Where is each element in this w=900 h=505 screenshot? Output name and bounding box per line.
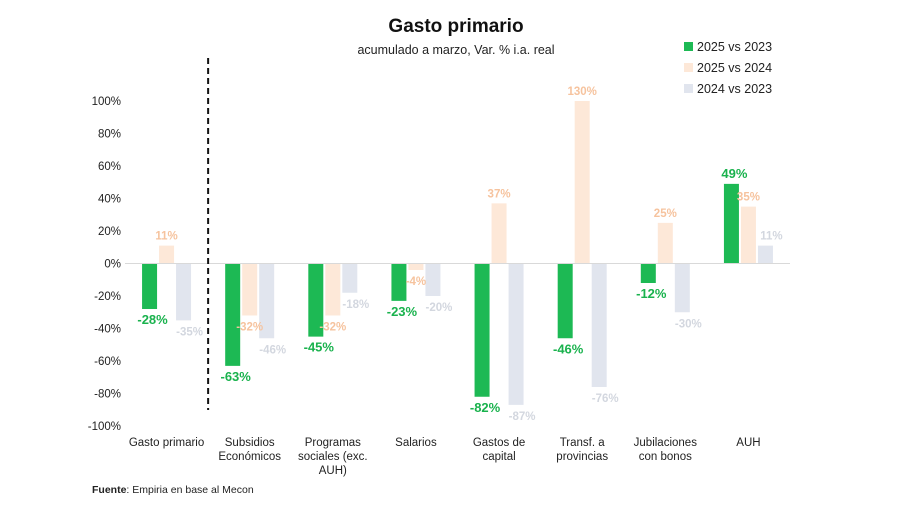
- bar: [159, 245, 175, 264]
- bar: [176, 263, 192, 321]
- data-label: -23%: [387, 304, 418, 319]
- bar: [574, 101, 590, 264]
- data-label: 35%: [737, 192, 760, 204]
- chart-title: Gasto primario: [388, 16, 523, 37]
- data-label: -63%: [221, 369, 252, 384]
- category-label: AUH: [736, 437, 760, 449]
- category-label: con bonos: [639, 451, 692, 463]
- bar: [342, 263, 358, 293]
- data-label: -4%: [406, 276, 426, 288]
- source-label: Fuente: [92, 484, 127, 496]
- chart-subtitle: acumulado a marzo, Var. % i.a. real: [357, 43, 554, 57]
- category-label: Transf. a: [560, 437, 606, 449]
- y-tick-label: 100%: [92, 96, 121, 108]
- legend: 2025 vs 2023 2025 vs 2024 2024 vs 2023: [684, 40, 772, 96]
- data-label: 130%: [567, 86, 596, 98]
- bar: [740, 206, 756, 264]
- data-label: 49%: [721, 166, 747, 181]
- y-tick-label: -40%: [94, 324, 121, 336]
- source-note: Fuente: Empiria en base al Mecon: [92, 484, 254, 496]
- data-label: -32%: [319, 322, 346, 334]
- bar: [674, 263, 690, 313]
- bar: [591, 263, 607, 387]
- bar: [142, 263, 158, 309]
- category-label: Gasto primario: [129, 437, 204, 449]
- category-label: AUH): [319, 465, 347, 477]
- category-label: Gastos de: [473, 437, 525, 449]
- data-label: -87%: [509, 411, 536, 423]
- bar: [491, 203, 507, 264]
- data-label: 11%: [760, 231, 782, 243]
- y-tick-label: -100%: [88, 421, 121, 433]
- y-tick-label: 0%: [104, 259, 121, 271]
- bar: [657, 222, 673, 264]
- data-label: -35%: [176, 326, 203, 338]
- data-label: 11%: [155, 231, 177, 243]
- bars: [142, 101, 773, 405]
- category-label: sociales (exc.: [298, 451, 368, 463]
- y-tick-label: 80%: [98, 129, 121, 141]
- y-tick-label: -80%: [94, 389, 121, 401]
- legend-label: 2024 vs 2023: [697, 82, 772, 96]
- category-label: Económicos: [218, 451, 281, 463]
- data-label: 25%: [654, 208, 677, 220]
- legend-swatch: [684, 63, 693, 72]
- data-label: -20%: [426, 302, 453, 314]
- category-label: Salarios: [395, 437, 437, 449]
- y-tick-label: 60%: [98, 161, 121, 173]
- y-tick-label: 40%: [98, 194, 121, 206]
- category-label: Subsidios: [225, 437, 275, 449]
- data-label: 37%: [488, 188, 511, 200]
- data-labels: -28%11%-35%-63%-32%-46% -45%-32%-18% -23%-…: [137, 86, 782, 423]
- legend-label: 2025 vs 2023: [697, 40, 772, 54]
- data-label: -45%: [304, 340, 335, 355]
- data-label: -46%: [259, 344, 286, 356]
- x-axis-categories: Gasto primario Subsidios Económicos Program…: [129, 437, 761, 477]
- bar: [723, 183, 739, 264]
- bar: [408, 263, 424, 270]
- bar: [259, 263, 275, 339]
- bar: [640, 263, 656, 283]
- legend-label: 2025 vs 2024: [697, 61, 772, 75]
- data-label: -28%: [137, 312, 168, 327]
- bar: [225, 263, 241, 366]
- bar: [242, 263, 258, 316]
- bar: [425, 263, 441, 296]
- bar: [474, 263, 490, 397]
- bar: [308, 263, 324, 337]
- data-label: -46%: [553, 341, 584, 356]
- source-text: : Empiria en base al Mecon: [126, 484, 254, 496]
- data-label: -18%: [342, 299, 369, 311]
- y-tick-label: 20%: [98, 226, 121, 238]
- data-label: -12%: [636, 286, 667, 301]
- bar: [508, 263, 524, 405]
- data-label: -82%: [470, 400, 501, 415]
- data-label: -32%: [236, 322, 263, 334]
- category-label: Jubilaciones: [634, 437, 698, 449]
- y-tick-label: -60%: [94, 356, 121, 368]
- legend-swatch: [684, 42, 693, 51]
- category-label: Programas: [305, 437, 361, 449]
- bar: [557, 263, 573, 339]
- data-label: -76%: [592, 393, 619, 405]
- category-label: provincias: [556, 451, 608, 463]
- bar: [391, 263, 407, 301]
- data-label: -30%: [675, 318, 702, 330]
- category-label: capital: [482, 451, 515, 463]
- bar: [325, 263, 341, 316]
- legend-swatch: [684, 84, 693, 93]
- y-tick-label: -20%: [94, 291, 121, 303]
- bar: [757, 245, 773, 264]
- y-axis: 100% 80% 60% 40% 20% 0% -20% -40% -60% -80% -100%: [88, 96, 121, 433]
